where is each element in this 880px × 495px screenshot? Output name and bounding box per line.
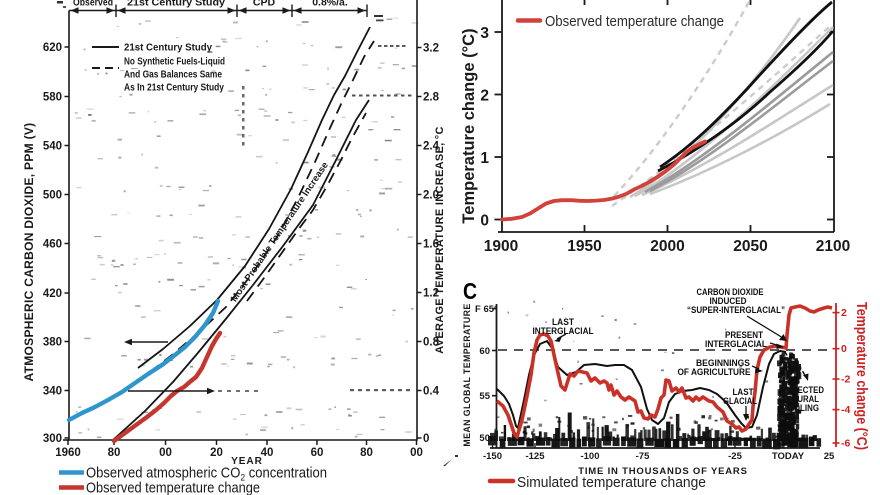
svg-text:Observed temperature change: Observed temperature change (545, 14, 724, 30)
svg-text:Simulated temperature change: Simulated temperature change (517, 475, 706, 491)
svg-text:ATMOSPHERIC CARBON DIOXIDE, PP: ATMOSPHERIC CARBON DIOXIDE, PPM (V) (22, 123, 36, 382)
svg-text:MEAN GLOBAL TEMPERATURE: MEAN GLOBAL TEMPERATURE (462, 303, 472, 446)
svg-text:2000: 2000 (650, 238, 684, 255)
svg-text:INTERGLACIAL: INTERGLACIAL (705, 339, 768, 349)
svg-text:LAST: LAST (733, 387, 755, 397)
svg-text:YEAR: YEAR (231, 456, 263, 467)
svg-text:340: 340 (43, 386, 62, 398)
svg-text:1.6: 1.6 (423, 239, 439, 251)
svg-text:3: 3 (480, 25, 489, 42)
svg-text:C: C (463, 278, 477, 304)
svg-text:2.8: 2.8 (423, 92, 440, 104)
svg-text:2.4: 2.4 (423, 141, 440, 153)
svg-text:Most Probable Temperature Incr: Most Probable Temperature Increase (229, 160, 331, 304)
svg-text:40: 40 (261, 447, 274, 459)
svg-text:0: 0 (423, 433, 429, 445)
svg-text:00: 00 (410, 447, 423, 459)
svg-text:-150: -150 (483, 451, 502, 462)
svg-text:0.8: 0.8 (423, 337, 440, 349)
svg-text:1900: 1900 (484, 238, 518, 255)
svg-text:Observed: Observed (73, 0, 113, 9)
svg-text:2100: 2100 (816, 238, 850, 255)
svg-text:-25: -25 (728, 451, 742, 462)
svg-text:60: 60 (479, 346, 490, 357)
svg-text:0: 0 (480, 213, 489, 230)
svg-text:1950: 1950 (567, 238, 601, 255)
svg-text:CARBON DIOXIDE: CARBON DIOXIDE (697, 287, 764, 297)
svg-text:-125: -125 (525, 451, 545, 462)
svg-text:2: 2 (480, 88, 489, 105)
svg-text:As In 21st Century Study: As In 21st Century Study (124, 82, 224, 94)
svg-text:GLACIAL: GLACIAL (723, 396, 758, 406)
svg-text:2.0: 2.0 (423, 190, 439, 202)
svg-text:No Synthetic Fuels-Liquid: No Synthetic Fuels-Liquid (124, 56, 225, 68)
svg-text:1: 1 (480, 150, 489, 167)
svg-text:F 65°: F 65° (475, 304, 498, 315)
svg-text:AVERAGE TEMPERATURE INCREASE,: AVERAGE TEMPERATURE INCREASE, °C (434, 126, 446, 354)
svg-text:-75: -75 (636, 451, 650, 462)
svg-text:NATURAL: NATURAL (782, 394, 820, 404)
svg-text:-100: -100 (580, 451, 599, 462)
svg-text:Observed atmospheric CO2 conce: Observed atmospheric CO2 concentration (86, 466, 327, 484)
svg-text:PRESENT: PRESENT (725, 330, 764, 340)
svg-text:3.2: 3.2 (423, 43, 439, 55)
svg-text:1.2: 1.2 (423, 288, 439, 300)
svg-text:380: 380 (43, 337, 62, 349)
svg-text:-4: -4 (841, 404, 850, 416)
svg-text:80: 80 (108, 447, 121, 459)
svg-text:50: 50 (479, 433, 490, 444)
svg-text:00: 00 (159, 447, 172, 459)
svg-text:25: 25 (824, 451, 835, 462)
svg-text:80: 80 (360, 447, 373, 459)
svg-text:INTERGLACIAL: INTERGLACIAL (533, 326, 595, 336)
svg-text:500: 500 (43, 190, 62, 202)
svg-text:Temperature change (°C): Temperature change (°C) (853, 302, 870, 450)
svg-text:CPD: CPD (253, 0, 276, 9)
svg-text:Observed temperature change: Observed temperature change (86, 481, 260, 495)
svg-text:0.4: 0.4 (423, 386, 440, 398)
svg-text:-2: -2 (841, 374, 850, 386)
svg-text:20: 20 (210, 447, 223, 459)
svg-text:OF AGRICULTURE: OF AGRICULTURE (678, 367, 751, 377)
svg-text:-6: -6 (841, 438, 850, 450)
svg-text:300: 300 (43, 433, 62, 445)
svg-text:21st Century Study: 21st Century Study (127, 0, 225, 9)
svg-text:1960: 1960 (55, 447, 81, 459)
svg-text:2: 2 (841, 307, 847, 319)
svg-text:LAST: LAST (552, 317, 575, 327)
svg-text:0: 0 (841, 343, 847, 355)
svg-text:And Gas Balances Same: And Gas Balances Same (124, 69, 222, 81)
svg-text:EXPECTED: EXPECTED (782, 385, 824, 395)
svg-text:TIME IN THOUSANDS OF YEARS: TIME IN THOUSANDS OF YEARS (578, 466, 747, 477)
svg-text:INDUCED: INDUCED (710, 296, 747, 306)
svg-text:“SUPER-INTERGLACIAL”: “SUPER-INTERGLACIAL” (687, 305, 785, 315)
svg-text:580: 580 (43, 92, 62, 104)
svg-text:620: 620 (43, 42, 62, 54)
svg-text:COOLING: COOLING (782, 403, 819, 413)
svg-text:460: 460 (43, 239, 62, 251)
svg-text:TODAY: TODAY (772, 451, 805, 462)
svg-text:420: 420 (43, 288, 62, 300)
svg-text:60: 60 (311, 447, 324, 459)
svg-text:Temperature change (°C): Temperature change (°C) (460, 28, 478, 223)
svg-text:540: 540 (43, 141, 62, 153)
svg-text:55: 55 (479, 391, 490, 402)
svg-text:2050: 2050 (733, 238, 767, 255)
svg-text:BEGINNINGS: BEGINNINGS (696, 358, 750, 368)
svg-text:21st Century Study: 21st Century Study (124, 42, 212, 54)
svg-text:0.8%/a.: 0.8%/a. (312, 0, 348, 9)
